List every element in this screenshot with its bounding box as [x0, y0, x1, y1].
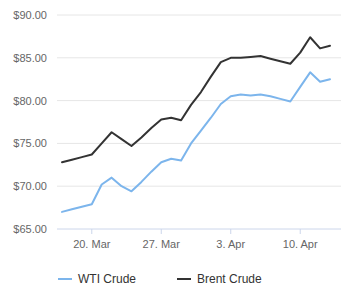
legend-label: Brent Crude	[197, 272, 262, 286]
x-tick-label: 27. Mar	[143, 238, 181, 250]
y-tick-label: $85.00	[13, 52, 47, 64]
series-line	[62, 37, 330, 162]
y-tick-label: $90.00	[13, 9, 47, 21]
x-tick	[300, 229, 301, 234]
chart-container: $65.00 $70.00 $75.00 $80.00 $85.00 $90.00 20. …	[0, 0, 341, 300]
x-tick-label: 20. Mar	[73, 238, 111, 250]
legend-symbol	[58, 278, 72, 280]
grid-line	[57, 100, 341, 101]
grid-line	[57, 229, 341, 230]
y-tick-label: $80.00	[13, 95, 47, 107]
x-tick	[91, 229, 92, 234]
y-tick-label: $75.00	[13, 137, 47, 149]
x-tick	[230, 229, 231, 234]
grid-line	[57, 57, 341, 58]
legend-symbol	[177, 278, 191, 280]
x-tick-label: 10. Apr	[283, 238, 318, 250]
plot-area	[62, 37, 330, 212]
grid-line	[57, 15, 341, 16]
y-tick-label: $65.00	[13, 223, 47, 235]
legend-label: WTI Crude	[78, 272, 136, 286]
x-tick	[161, 229, 162, 234]
y-tick-label: $70.00	[13, 180, 47, 192]
chart: $65.00 $70.00 $75.00 $80.00 $85.00 $90.00 20. …	[0, 0, 341, 300]
grid-line	[57, 143, 341, 144]
x-tick-label: 3. Apr	[216, 238, 245, 250]
